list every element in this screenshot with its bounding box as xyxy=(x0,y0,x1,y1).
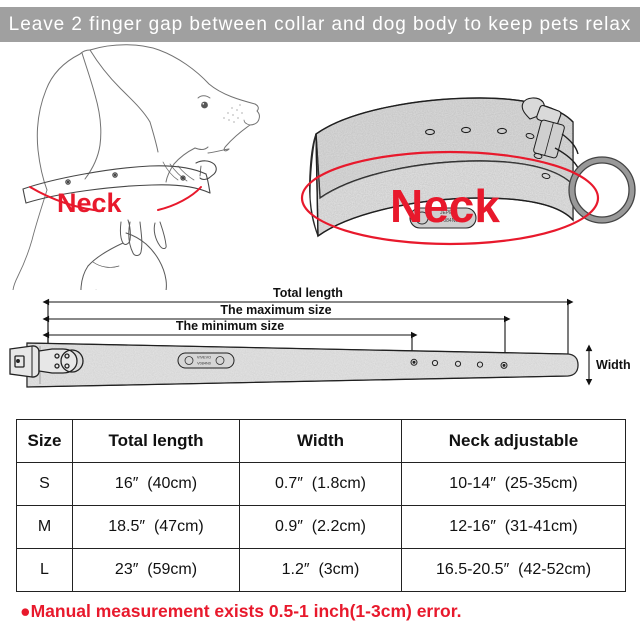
svg-text:Neck: Neck xyxy=(390,180,500,232)
svg-text:The maximum size: The maximum size xyxy=(220,303,331,317)
svg-text:Width: Width xyxy=(596,358,631,372)
svg-text:The minimum size: The minimum size xyxy=(176,319,284,333)
svg-text:V084N0: V084N0 xyxy=(197,362,211,366)
svg-text:Total length: Total length xyxy=(273,286,343,300)
svg-text:VIVEVO: VIVEVO xyxy=(197,356,211,360)
svg-text:Neck: Neck xyxy=(57,188,123,218)
